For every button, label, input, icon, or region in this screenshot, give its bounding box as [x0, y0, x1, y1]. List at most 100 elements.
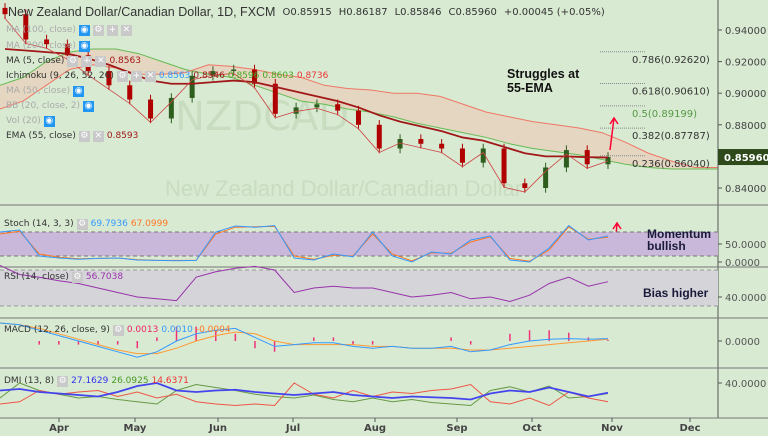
fib-label: 0.786(0.92620) — [632, 55, 710, 66]
legend-value: 69.7936 — [90, 219, 128, 229]
time-tick-label: Nov — [601, 423, 623, 434]
candle — [106, 71, 112, 86]
legend-value: 0.8736 — [296, 71, 329, 81]
eye-icon[interactable]: ◉ — [78, 41, 90, 52]
legend-label: MA (100, close) — [6, 25, 76, 35]
legend-ma100[interactable]: MA (100, close) ◉ ⚙ + ✕ — [6, 25, 132, 36]
time-tick-label: Sep — [446, 423, 467, 434]
candle — [397, 139, 403, 149]
gear-icon[interactable]: ⚙ — [67, 56, 79, 67]
stoch-band — [0, 232, 718, 256]
candle — [127, 85, 133, 100]
dmi-minus-line — [0, 382, 609, 407]
eye-icon[interactable]: ◉ — [43, 116, 55, 127]
time-tick-label: Oct — [522, 423, 541, 434]
legend-value: 0.8546 — [193, 71, 225, 81]
indicator-tick-label: 0.0000 — [725, 337, 760, 348]
candle — [563, 150, 569, 168]
stoch-k-line — [0, 224, 609, 263]
open-value: O0.85915 — [282, 7, 332, 18]
fib-label: 0.236(0.86040) — [632, 159, 710, 170]
plus-icon[interactable]: + — [130, 71, 142, 82]
symbol-title[interactable]: New Zealand Dollar/Canadian Dollar, 1D, … — [8, 5, 276, 19]
legend-label: BB (20, close, 2) — [6, 101, 81, 111]
legend-ma5[interactable]: MA (5, close) ⚙ + ✕ 0.8563 — [6, 56, 141, 67]
candle — [522, 183, 528, 188]
time-tick-label: Jul — [285, 423, 300, 434]
candle — [480, 148, 486, 163]
legend-label: Stoch (14, 3, 3) — [4, 219, 74, 229]
candle — [543, 167, 549, 188]
close-value: C0.85960 — [448, 7, 497, 18]
legend-label: MACD (12, 26, close, 9) — [4, 325, 110, 335]
indicator-tick-label: 40.0000 — [725, 379, 766, 390]
legend-value: 0.8596 — [227, 71, 260, 81]
gear-icon[interactable]: ⚙ — [112, 325, 124, 336]
macd-line — [0, 322, 609, 358]
annotation-struggles: Struggles at 55-EMA — [507, 67, 580, 95]
legend-ma50[interactable]: MA (50, close) ◉ — [6, 86, 85, 97]
candle — [293, 107, 299, 114]
legend-value: 0.8563 — [109, 56, 141, 66]
macd-signal-line — [0, 322, 609, 355]
legend-ichimoku[interactable]: Ichimoku (9, 26, 52, 26) ⚙ + ✕ 0.8563 0.8546… — [6, 71, 328, 82]
candle — [272, 83, 278, 114]
candle — [210, 71, 216, 76]
time-tick-label: Dec — [679, 423, 700, 434]
candle — [439, 143, 445, 149]
candle — [44, 39, 50, 45]
eye-icon[interactable]: ◉ — [73, 86, 85, 97]
ma5-line — [4, 17, 609, 193]
last-price-label: 0.85960 — [724, 153, 768, 164]
gear-icon[interactable]: ⚙ — [116, 71, 128, 82]
arrow-up-head — [609, 116, 619, 125]
close-icon[interactable]: ✕ — [92, 131, 104, 142]
legend-value: 0.8603 — [262, 71, 294, 81]
indicator-tick-label: 50.0000 — [725, 240, 766, 251]
last-price-badge — [718, 149, 768, 166]
legend-label: Ichimoku (9, 26, 52, 26) — [6, 71, 114, 81]
close-icon[interactable]: ✕ — [95, 56, 107, 67]
gear-icon[interactable]: ⚙ — [76, 219, 88, 230]
close-icon[interactable]: ✕ — [144, 71, 156, 82]
legend-label: MA (200, close) — [6, 41, 76, 51]
price-tick-label: 0.92000 — [725, 58, 766, 69]
legend-stoch[interactable]: Stoch (14, 3, 3) ⚙ 69.7936 67.0999 — [4, 219, 168, 230]
legend-ma200[interactable]: MA (200, close) ◉ — [6, 41, 90, 52]
legend-bb[interactable]: BB (20, close, 2) ◉ — [6, 101, 95, 112]
candle — [23, 14, 29, 40]
legend-value: 27.1629 — [71, 376, 109, 386]
ichimoku-cloud — [0, 48, 718, 170]
price-tick-label: 0.90000 — [725, 89, 766, 100]
eye-icon[interactable]: ◉ — [83, 101, 95, 112]
legend-dmi[interactable]: DMI (13, 8) ⚙ 27.1629 26.0925 14.6371 — [4, 376, 189, 387]
legend-value: 0.0010 — [161, 325, 193, 335]
legend-rsi[interactable]: RSI (14, close) ⚙ 56.7038 — [4, 272, 123, 283]
plus-icon[interactable]: + — [106, 25, 118, 36]
candle — [501, 148, 507, 184]
gear-icon[interactable]: ⚙ — [78, 131, 90, 142]
eye-icon[interactable]: ◉ — [78, 25, 90, 36]
plus-icon[interactable]: + — [81, 56, 93, 67]
watermark-subtitle: New Zealand Dollar/Canadian Dollar — [165, 176, 522, 201]
gear-icon[interactable]: ⚙ — [57, 376, 69, 387]
legend-label: DMI (13, 8) — [4, 376, 55, 386]
legend-value: 26.0925 — [111, 376, 149, 386]
legend-value: 0.8563 — [158, 71, 191, 81]
candle — [355, 110, 361, 125]
indicator-tick-label: 40.0000 — [725, 293, 766, 304]
candle — [418, 139, 424, 144]
candle — [252, 69, 258, 84]
legend-ema[interactable]: EMA (55, close) ⚙ ✕ 0.8593 — [6, 131, 138, 142]
legend-macd[interactable]: MACD (12, 26, close, 9) ⚙ 0.0013 0.0010 -0.0… — [4, 325, 231, 336]
close-icon[interactable]: ✕ — [120, 25, 132, 36]
price-tick-label: 0.84000 — [725, 184, 766, 195]
time-tick-label: Apr — [49, 423, 69, 434]
gear-icon[interactable]: ⚙ — [92, 25, 104, 36]
gear-icon[interactable]: ⚙ — [71, 272, 83, 283]
candle — [2, 7, 8, 15]
legend-label: Vol (20) — [6, 116, 41, 126]
legend-vol[interactable]: Vol (20) ◉ — [6, 116, 55, 127]
candle — [168, 97, 174, 119]
